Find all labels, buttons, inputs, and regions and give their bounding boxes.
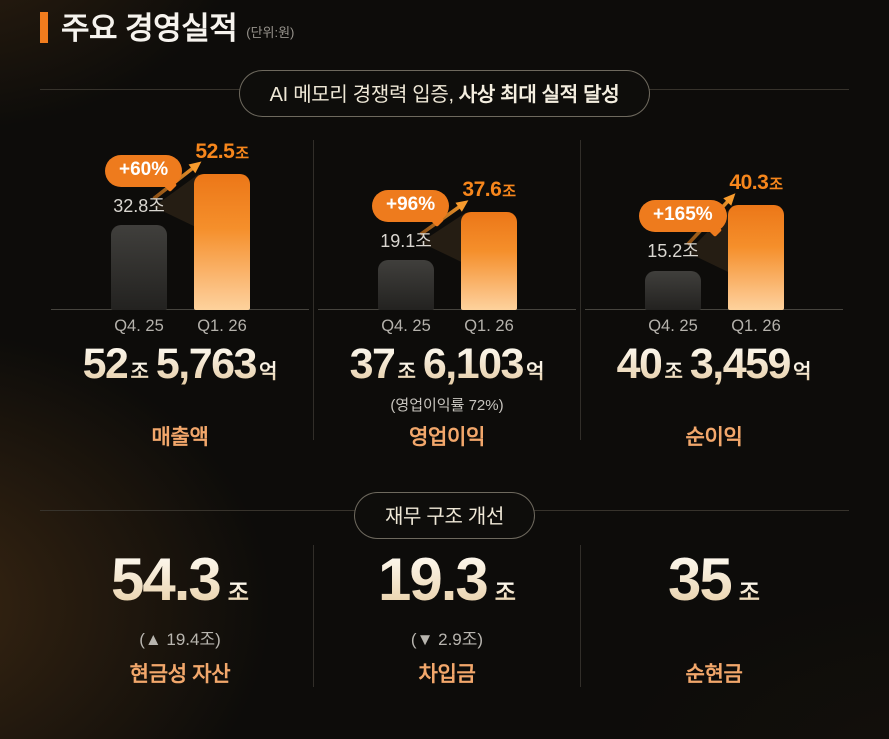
prev-bar xyxy=(645,270,701,310)
x-axis-line xyxy=(318,309,576,310)
x-tick-prev: Q4. 25 xyxy=(114,317,164,335)
summary-value: 40 조 3,459 억 xyxy=(616,340,812,388)
financial-banner-pill: 재무 구조 개선 xyxy=(353,492,536,539)
fin-label-borrowings: 차입금 xyxy=(418,663,476,686)
current-bar-value: 52.5조 xyxy=(195,139,249,164)
net-profit-bar-chart: 15.2조 40.3조 +165% xyxy=(581,146,847,310)
x-tick-curr: Q1. 26 xyxy=(731,317,781,335)
fin-metric-borrowings: 19.3 조 (▼ 2.9조) 차입금 xyxy=(313,545,581,687)
chart-net-profit: 15.2조 40.3조 +165% Q4. 25 Q1. 26 40 조 3,459… xyxy=(581,140,847,449)
fin-value: 54.3 조 xyxy=(111,546,249,613)
x-axis-line xyxy=(51,309,309,310)
chart-operating-profit: 19.1조 37.6조 +96% Q4. 25 Q1. 26 37 조 6,103 억… xyxy=(313,140,581,449)
current-bar xyxy=(728,205,784,310)
summary-value: 52 조 5,763 억 xyxy=(82,340,278,388)
current-value-unit: 조 xyxy=(769,176,783,194)
performance-banner: AI 메모리 경쟁력 입증, 사상 최대 실적 달성 xyxy=(0,70,889,117)
current-value-number: 37.6 xyxy=(462,178,502,202)
prev-bar-value: 15.2조 xyxy=(647,241,699,262)
x-tick-curr: Q1. 26 xyxy=(197,317,247,335)
x-tick-prev: Q4. 25 xyxy=(381,317,431,335)
x-tick-prev: Q4. 25 xyxy=(648,317,698,335)
fin-delta: (▲ 19.4조) xyxy=(139,630,221,649)
fin-label-net-cash: 순현금 xyxy=(685,663,743,686)
metric-label-revenue: 매출액 xyxy=(151,426,209,449)
financial-metrics-row: 54.3 조 (▲ 19.4조) 현금성 자산 19.3 조 (▼ 2.9조) 차입… xyxy=(47,545,847,687)
fin-metric-net-cash: 35 조 순현금 xyxy=(581,545,847,687)
metric-label-operating-profit: 영업이익 xyxy=(408,426,486,449)
fin-label-cash: 현금성 자산 xyxy=(129,663,231,686)
current-value-number: 52.5 xyxy=(195,139,235,163)
summary-value: 37 조 6,103 억 xyxy=(349,340,545,388)
fin-value: 19.3 조 xyxy=(378,546,516,613)
current-bar xyxy=(194,173,250,310)
metric-label-net-profit: 순이익 xyxy=(685,426,743,449)
page-title: 주요 경영실적 xyxy=(61,11,238,46)
prev-bar xyxy=(378,260,434,310)
current-value-unit: 조 xyxy=(502,183,516,201)
fin-metric-cash: 54.3 조 (▲ 19.4조) 현금성 자산 xyxy=(47,545,313,687)
growth-badge: +165% xyxy=(639,200,727,233)
fin-value: 35 조 xyxy=(668,546,760,613)
chart-revenue: 32.8조 52.5조 +60% Q4. 25 Q1. 26 52 조 5,763 억… xyxy=(47,140,313,449)
fin-delta: (▼ 2.9조) xyxy=(410,630,484,649)
financial-banner: 재무 구조 개선 xyxy=(0,492,889,539)
revenue-bar-chart: 32.8조 52.5조 +60% xyxy=(47,140,313,310)
banner-text-normal: AI 메모리 경쟁력 입증, xyxy=(269,84,454,106)
x-tick-curr: Q1. 26 xyxy=(464,317,514,335)
growth-arrow-layer xyxy=(419,200,469,265)
current-bar xyxy=(461,212,517,310)
prev-bar-value: 32.8조 xyxy=(113,195,165,216)
current-bar-value: 37.6조 xyxy=(462,178,516,202)
operating-profit-bar-chart: 19.1조 37.6조 +96% xyxy=(314,146,580,310)
growth-badge: +60% xyxy=(105,154,183,187)
x-axis-line xyxy=(585,309,843,310)
banner-text-bold: 사상 최대 실적 달성 xyxy=(458,84,620,106)
title-accent-bar xyxy=(40,12,48,44)
growth-badge: +96% xyxy=(372,190,450,223)
page-header: 주요 경영실적 (단위:원) xyxy=(40,11,295,46)
performance-banner-pill: AI 메모리 경쟁력 입증, 사상 최대 실적 달성 xyxy=(238,70,651,117)
summary-note: (영업이익률 72%) xyxy=(390,397,504,414)
current-bar-value: 40.3조 xyxy=(729,171,783,195)
prev-bar-value: 19.1조 xyxy=(380,231,432,252)
prev-bar xyxy=(111,224,167,310)
charts-row: 32.8조 52.5조 +60% Q4. 25 Q1. 26 52 조 5,763 억… xyxy=(47,140,847,449)
current-value-unit: 조 xyxy=(235,144,249,162)
unit-note: (단위:원) xyxy=(246,25,295,41)
current-value-number: 40.3 xyxy=(729,171,769,195)
